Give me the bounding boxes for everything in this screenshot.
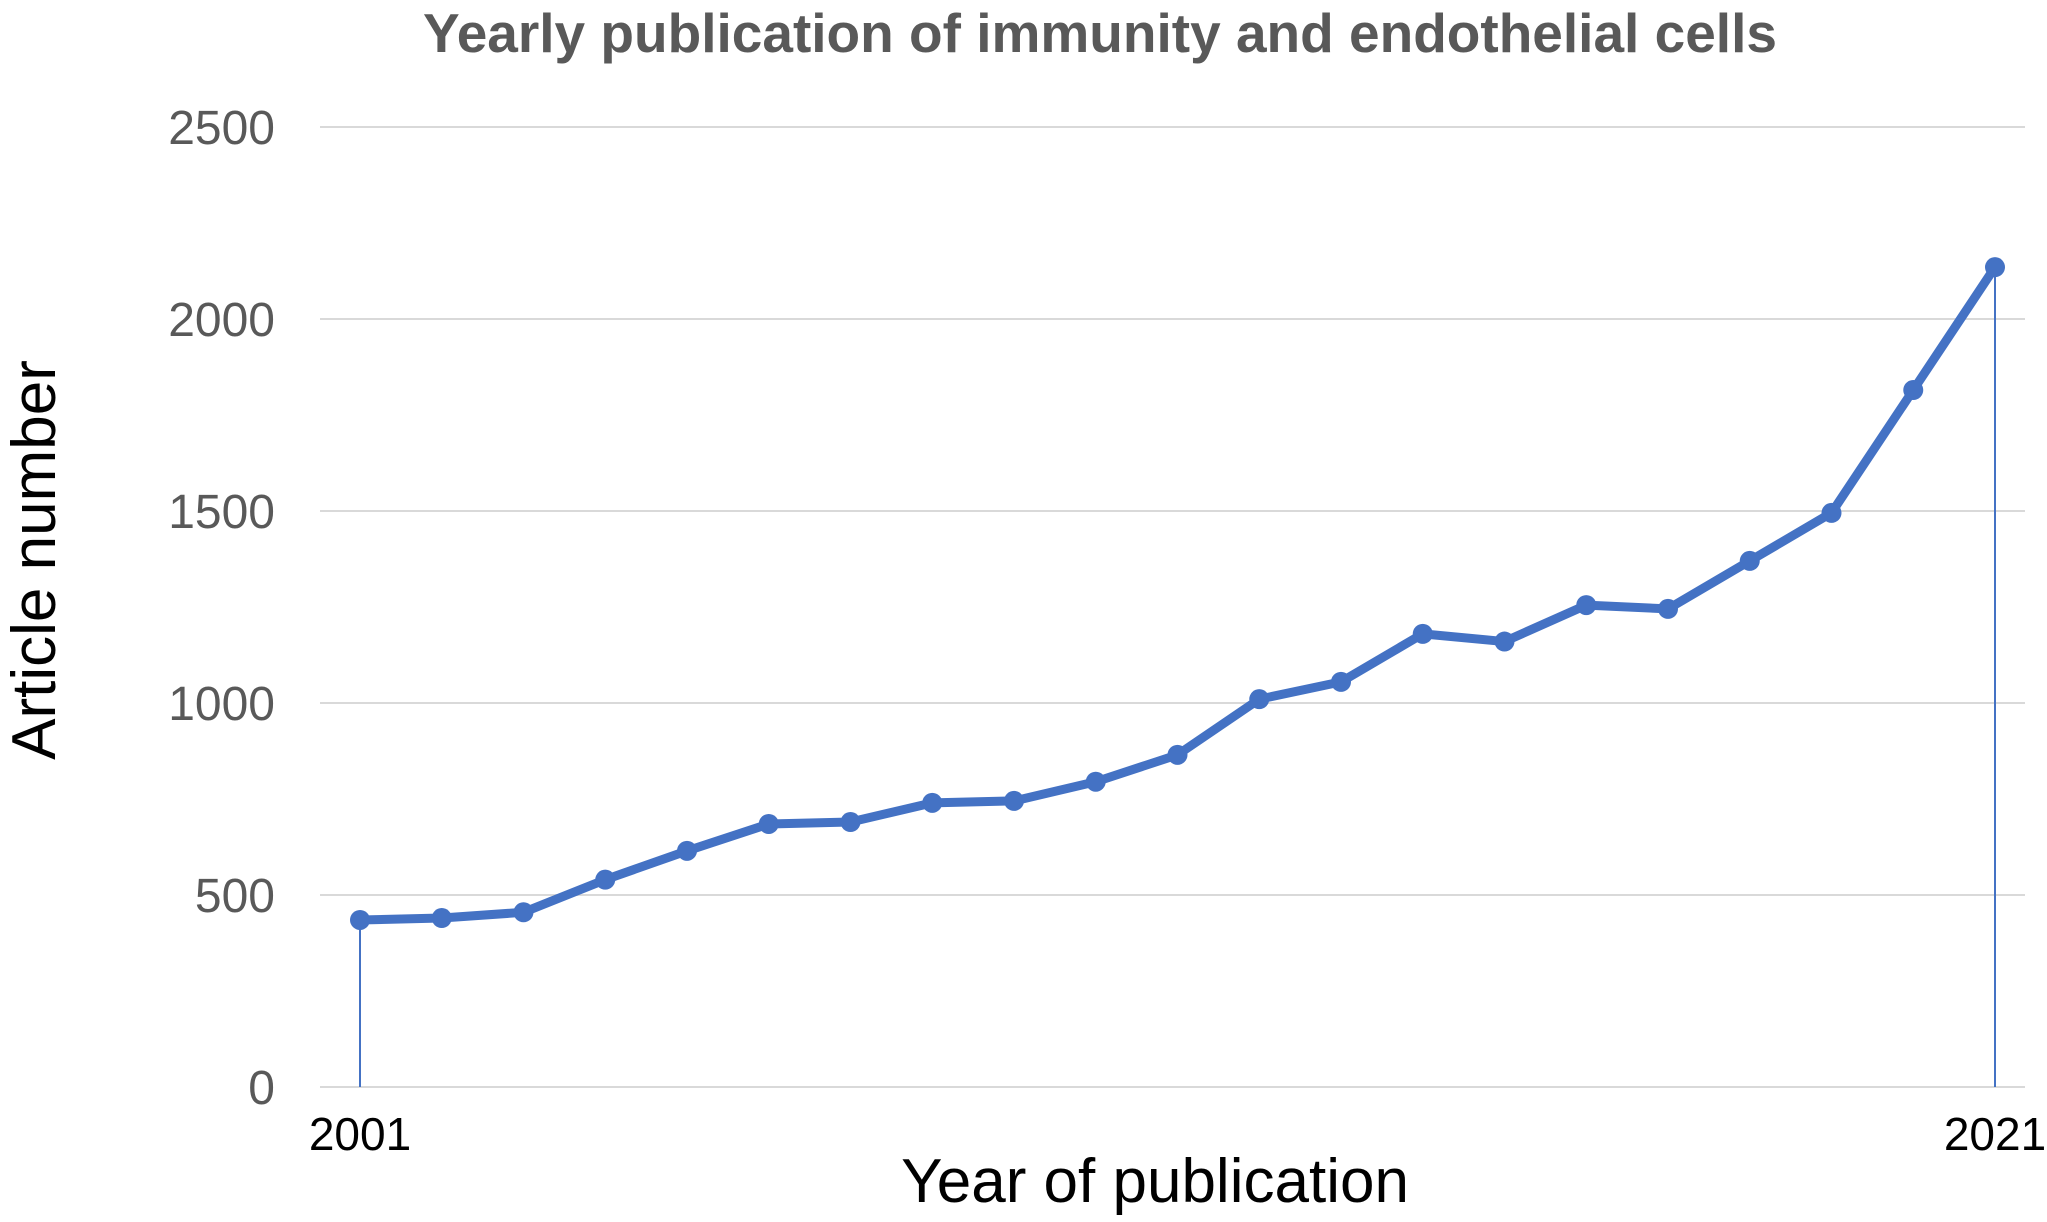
data-point-2017 [1658,598,1678,619]
x-axis-ticks: 2001 2021 [309,1108,2046,1160]
data-point-2009 [1004,790,1024,811]
data-point-2004 [595,869,616,890]
data-point-2010 [1085,771,1106,792]
data-point-2012 [1249,689,1270,710]
data-point-2014 [1412,623,1433,644]
data-point-2020 [1903,380,1924,401]
x-axis-label: Year of publication [901,1147,1409,1216]
y-tick-label-500: 500 [195,870,275,923]
data-point-2006 [758,813,779,834]
y-axis-ticks: 0 500 1000 1500 2000 2500 [168,102,275,1115]
data-point-2021 [1985,257,2005,278]
data-point-2018 [1739,550,1760,571]
data-point-2016 [1576,595,1597,616]
data-point-2005 [677,840,697,861]
series-layer [355,262,2000,925]
y-tick-label-2500: 2500 [168,102,275,155]
series-line [355,262,2000,925]
data-point-2002 [431,908,452,929]
y-tick-label-1500: 1500 [168,486,275,539]
data-point-2019 [1821,502,1842,523]
data-points [350,257,2005,930]
data-point-2008 [922,792,943,813]
x-tick-label-2021: 2021 [1944,1108,2046,1160]
data-point-2015 [1494,631,1515,652]
y-tick-label-0: 0 [248,1062,275,1115]
y-tick-label-1000: 1000 [168,678,275,731]
chart-title: Yearly publication of immunity and endot… [423,2,1777,64]
data-point-2011 [1167,744,1188,765]
data-point-2007 [840,812,861,833]
x-tick-label-2001: 2001 [309,1108,411,1160]
drop-lines [359,267,1996,1087]
y-axis-label: Article number [0,360,69,760]
data-point-2003 [513,902,534,923]
data-point-2001 [350,909,370,930]
gridlines [320,126,2025,1088]
y-tick-label-2000: 2000 [168,294,275,347]
data-point-2013 [1331,671,1351,692]
